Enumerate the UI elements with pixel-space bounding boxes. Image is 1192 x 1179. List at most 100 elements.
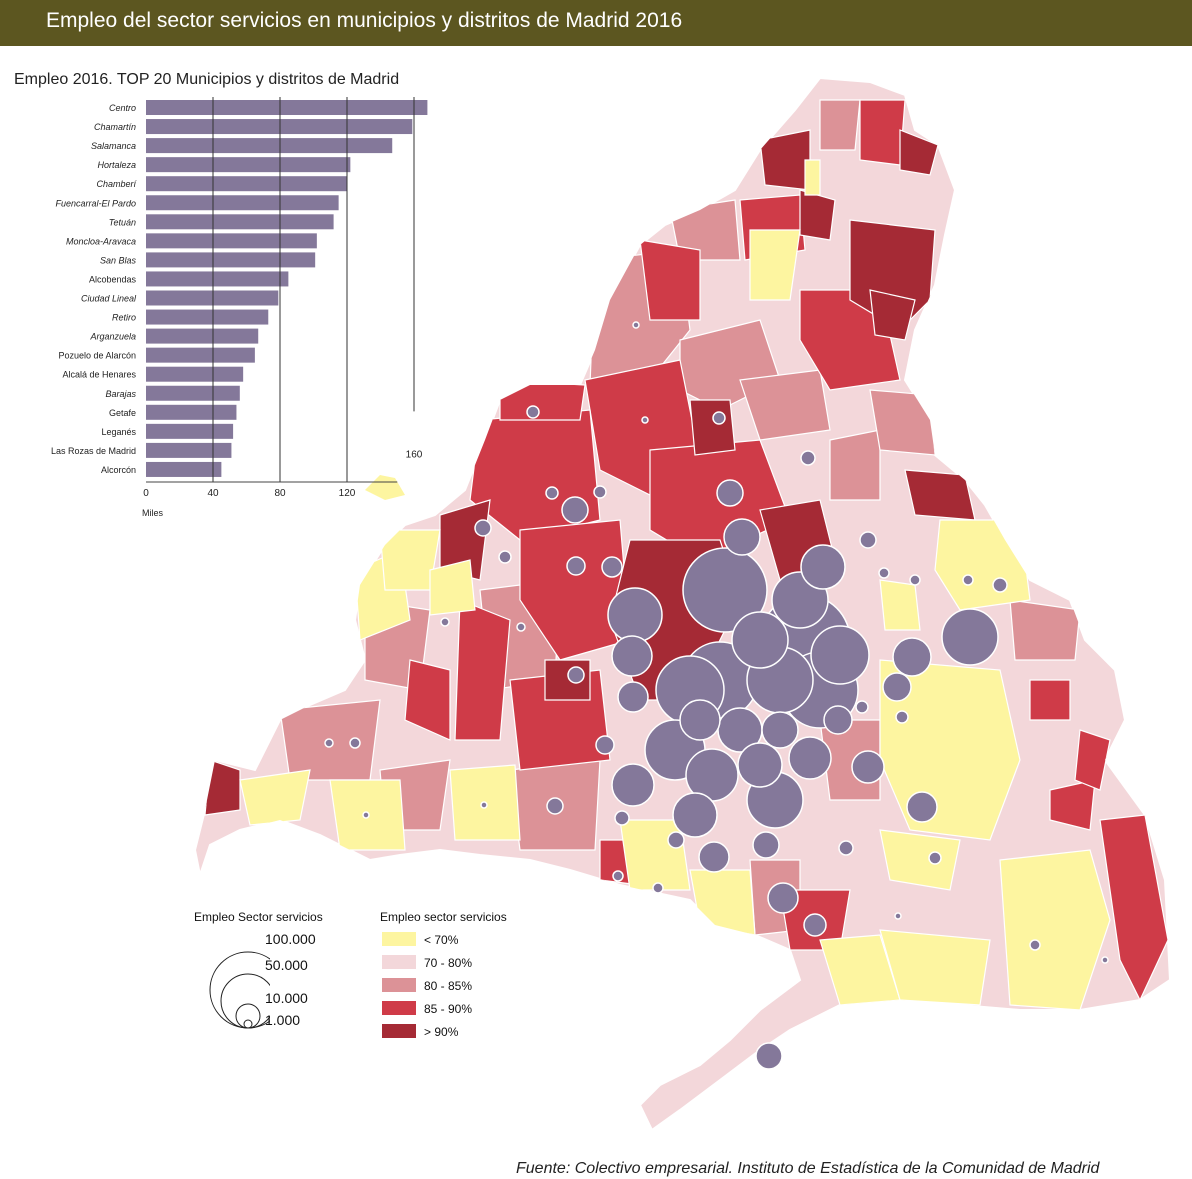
bubble xyxy=(855,700,869,714)
municipality-class-3 xyxy=(1009,599,1081,661)
municipality-class-3 xyxy=(829,429,881,501)
bar xyxy=(146,157,351,173)
bubble xyxy=(859,531,877,549)
bar-category-label: Salamanca xyxy=(91,141,136,151)
legend-swatch-85-90 xyxy=(382,1001,416,1015)
x-tick-label: 0 xyxy=(143,488,149,499)
bubble xyxy=(593,485,607,499)
municipality-class-1 xyxy=(879,929,991,1006)
bubble xyxy=(823,705,853,735)
bar xyxy=(146,195,339,211)
bar xyxy=(146,404,237,420)
bar xyxy=(146,252,316,268)
municipality-class-1 xyxy=(429,559,476,616)
bubble xyxy=(800,544,846,590)
bar-category-label: Tetuán xyxy=(109,217,136,227)
municipality-class-4 xyxy=(404,659,451,741)
municipality-class-1 xyxy=(239,769,311,826)
legend-label-lt70: < 70% xyxy=(424,933,459,947)
size-legend-circle-100000 xyxy=(209,951,270,1029)
municipality-class-4 xyxy=(1049,779,1096,831)
bubble xyxy=(909,574,921,586)
bubble xyxy=(895,710,909,724)
bubble xyxy=(992,577,1008,593)
bubble xyxy=(894,912,902,920)
bubble xyxy=(614,810,630,826)
bubble xyxy=(878,567,890,579)
municipality-class-5 xyxy=(869,289,916,341)
bubble xyxy=(803,913,827,937)
municipality-class-3 xyxy=(869,389,936,456)
bubble xyxy=(1029,939,1041,951)
bar-category-label: Alcalá de Henares xyxy=(62,370,136,380)
bubble xyxy=(672,792,718,838)
size-legend-circles xyxy=(209,951,270,1029)
page-title: Empleo del sector servicios en municipio… xyxy=(46,9,683,32)
size-legend-circle-50000 xyxy=(220,973,270,1029)
size-label-50000: 50.000 xyxy=(265,957,308,973)
municipality-class-5 xyxy=(439,499,491,581)
municipality-class-3 xyxy=(739,369,831,441)
bubble xyxy=(906,791,938,823)
municipality-class-4 xyxy=(1099,814,1169,1002)
bubble xyxy=(611,635,653,677)
bubble xyxy=(1101,956,1109,964)
municipality-class-1 xyxy=(749,229,801,301)
municipality-class-4 xyxy=(1074,729,1111,791)
legend-swatch-lt70 xyxy=(382,932,416,946)
bubble xyxy=(667,831,685,849)
bar xyxy=(146,100,428,115)
legend-label-85-90: 85 - 90% xyxy=(424,1002,473,1016)
bar xyxy=(146,176,347,192)
bar xyxy=(146,423,234,439)
bar-category-label: Ciudad Lineal xyxy=(81,294,137,304)
bar-category-label: Chamberí xyxy=(96,179,137,189)
bar xyxy=(146,119,413,135)
bubble xyxy=(526,405,540,419)
bubble xyxy=(474,519,492,537)
x-tick-label: 120 xyxy=(339,488,356,499)
size-label-1000: 1.000 xyxy=(265,1012,301,1028)
bar-category-label: San Blas xyxy=(100,255,137,265)
bar-category-label: Arganzuela xyxy=(89,332,136,342)
bar xyxy=(146,290,279,306)
bubble xyxy=(617,681,649,713)
bubble xyxy=(349,737,361,749)
bubble xyxy=(712,411,726,425)
municipality-class-5 xyxy=(799,189,836,241)
chart-title: Empleo 2016. TOP 20 Municipios y distrit… xyxy=(14,71,400,88)
size-legend-circle-1000 xyxy=(243,1019,253,1029)
bar-category-label: Centro xyxy=(109,103,136,113)
bar-category-label: Moncloa-Aravaca xyxy=(66,236,136,246)
size-legend-circle-10000 xyxy=(235,1003,261,1029)
bubble xyxy=(752,831,780,859)
municipality-class-4 xyxy=(1029,679,1071,721)
legend-label-gt90: > 90% xyxy=(424,1025,459,1039)
size-legend-title: Empleo Sector servicios xyxy=(194,910,323,924)
bubble xyxy=(892,637,932,677)
municipality-class-1 xyxy=(804,159,821,196)
bubble xyxy=(611,763,655,807)
size-label-10000: 10.000 xyxy=(265,990,308,1006)
bubble xyxy=(641,416,649,424)
bubble xyxy=(440,617,450,627)
bar xyxy=(146,366,244,382)
bar xyxy=(146,138,393,154)
bubble xyxy=(882,672,912,702)
legend-swatch-70-80 xyxy=(382,955,416,969)
bubble xyxy=(810,625,870,685)
bar xyxy=(146,214,334,230)
bar xyxy=(146,442,232,458)
bubble xyxy=(737,742,783,788)
bubble xyxy=(838,840,854,856)
bubble xyxy=(731,611,789,669)
bar xyxy=(146,347,255,363)
municipality-class-5 xyxy=(899,129,939,176)
bar-category-label: Alcorcón xyxy=(101,465,136,475)
bubble xyxy=(545,486,559,500)
legend-swatch-gt90 xyxy=(382,1024,416,1038)
bubble xyxy=(612,870,624,882)
bar-category-label: Fuencarral-El Pardo xyxy=(55,198,136,208)
legend-label-70-80: 70 - 80% xyxy=(424,956,473,970)
